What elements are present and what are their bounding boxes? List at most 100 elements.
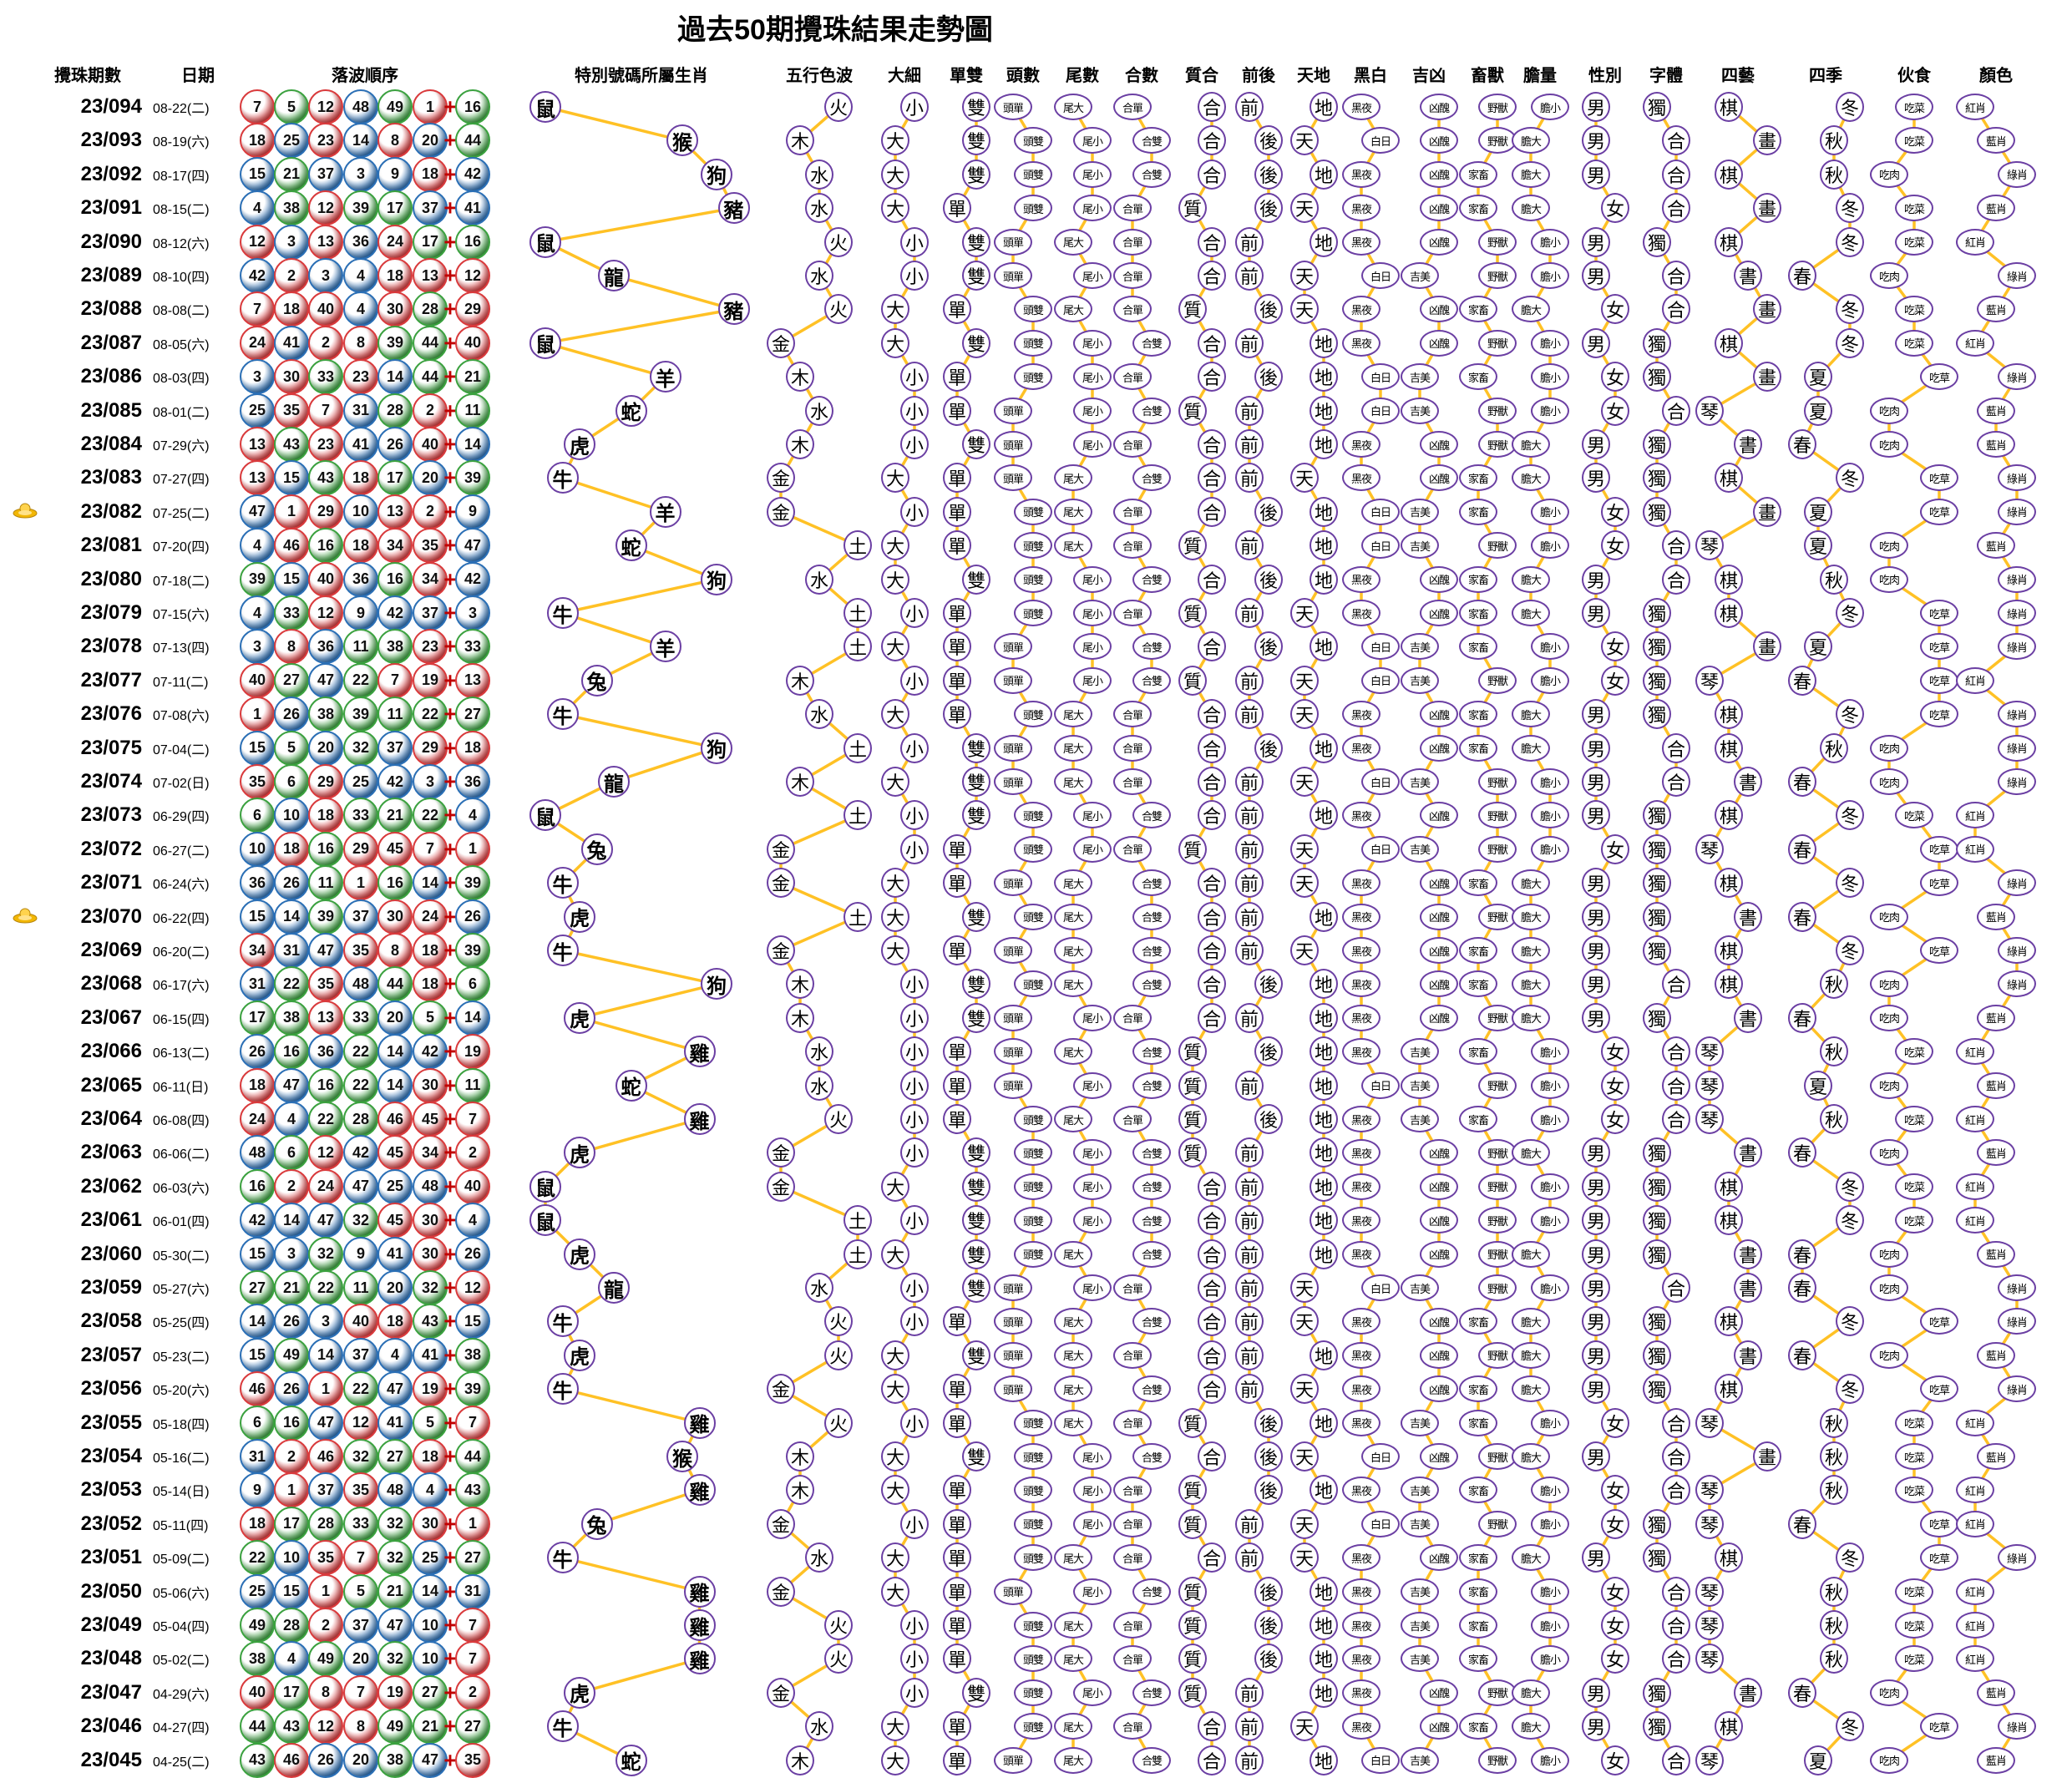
attr-danliang: 膽小 [1531,1477,1569,1504]
special-ball: 12 [455,1270,490,1305]
special-ball: 13 [455,662,490,698]
attr-toushu: 頭雙 [1014,802,1052,829]
attr-siyi: 琴 [1695,1644,1724,1674]
ball: 8 [343,325,378,361]
attr-chushou: 野獸 [1478,397,1517,424]
attr-siyi: 棋 [1715,226,1743,257]
attr-huoshi: 吃肉 [1870,160,1908,188]
attr-chushou: 家畜 [1459,296,1497,323]
ball: 42 [343,1135,378,1171]
draw-period: 23/051 [80,1546,142,1569]
attr-siyi: 棋 [1715,1542,1743,1573]
attr-danshuang: 單 [943,1542,971,1573]
ball: 22 [343,1067,378,1103]
ball: 4 [274,1102,309,1137]
zodiac-circle: 鼠 [529,799,561,832]
attr-toushu: 頭雙 [1014,532,1052,560]
ball: 30 [413,1506,448,1542]
attr-xingbie: 男 [1582,1137,1610,1168]
attr-danliang: 膽小 [1531,532,1569,560]
attr-siji: 冬 [1836,598,1864,628]
attr-qianhou: 前 [1235,1273,1264,1303]
ball: 46 [308,1439,343,1474]
ball: 27 [413,1674,448,1710]
ball: 19 [413,1371,448,1407]
attr-qianhou: 後 [1254,125,1283,156]
ball: 16 [308,831,343,867]
header-attr-tiandi: 天地 [1297,67,1330,85]
attr-tiandi: 天 [1290,665,1319,696]
attr-jixiong: 吉美 [1401,532,1439,560]
attr-danliang: 膽小 [1531,498,1569,525]
attr-yanse: 藍肖 [1977,195,2015,222]
ball: 40 [343,1304,378,1340]
draw-period: 23/062 [80,1174,142,1198]
attr-yanse: 紅肖 [1956,1645,1994,1673]
header-attr-xingbie: 性別 [1588,67,1622,85]
special-ball: 14 [455,427,490,462]
attr-siyi: 棋 [1715,699,1743,730]
attr-weishu: 尾大 [1054,768,1092,795]
attr-weishu: 尾小 [1073,1679,1112,1706]
attr-wuxing: 金 [767,1374,795,1405]
attr-zhihe: 質 [1178,193,1207,224]
attr-daxiao: 大 [881,327,909,358]
attr-zhihe: 質 [1178,1407,1207,1438]
ball: 8 [274,629,309,665]
attr-heibai: 黑夜 [1342,802,1380,829]
attr-weishu: 尾小 [1073,329,1112,357]
draw-period: 23/088 [80,297,142,321]
ball: 22 [274,966,309,1002]
attr-huoshi: 吃肉 [1870,903,1908,930]
attr-siyi: 棋 [1715,1171,1743,1202]
ball: 33 [343,1000,378,1036]
attr-siyi: 琴 [1695,1036,1724,1067]
plus-sign: + [443,1410,457,1436]
attr-siyi: 書 [1734,1137,1762,1168]
attr-danshuang: 單 [943,935,971,965]
draw-date: 06-15(四) [153,1012,210,1027]
attr-daxiao: 小 [900,833,929,864]
attr-jixiong: 凶醜 [1420,195,1458,222]
draw-date: 06-22(四) [153,911,210,926]
attr-weishu: 尾小 [1073,1173,1112,1200]
attr-xingbie: 女 [1601,1644,1629,1674]
ball: 13 [413,258,448,293]
zodiac-circle: 牛 [546,1373,579,1406]
attr-siji: 夏 [1804,530,1832,561]
ball: 32 [377,1641,413,1677]
attr-siyi: 琴 [1695,665,1724,696]
attr-weishu: 尾小 [1073,127,1112,154]
attr-wuxing: 木 [786,1441,814,1472]
attr-jixiong: 凶醜 [1420,600,1458,626]
attr-danshuang: 單 [943,193,971,224]
attr-ziti: 獨 [1643,226,1671,257]
draw-date: 06-01(四) [153,1215,210,1230]
ball: 21 [413,1709,448,1745]
ball: 7 [377,662,413,698]
attr-danshuang: 雙 [962,1273,990,1303]
attr-toushu: 頭雙 [1014,498,1052,525]
zodiac-circle: 牛 [546,935,579,966]
attr-chushou: 家畜 [1459,1409,1497,1436]
attr-toushu: 頭單 [994,1375,1032,1403]
ball: 19 [413,662,448,698]
attr-daxiao: 小 [900,1036,929,1067]
attr-chushou: 野獸 [1478,835,1517,863]
ball: 28 [308,1506,343,1542]
ball: 2 [308,325,343,361]
attr-jixiong: 凶醜 [1420,565,1458,593]
attr-weishu: 尾大 [1054,498,1092,525]
ball: 3 [308,258,343,293]
attr-jixiong: 凶醜 [1420,1679,1458,1706]
draw-date: 08-17(四) [153,169,210,184]
attr-danliang: 膽大 [1512,1544,1550,1572]
attr-daxiao: 小 [900,1104,929,1134]
attr-ziti: 獨 [1643,800,1671,831]
ball: 9 [377,156,413,192]
attr-ziti: 獨 [1643,665,1671,696]
ball: 8 [308,1674,343,1710]
attr-danshuang: 雙 [962,732,990,763]
attr-ziti: 合 [1662,564,1690,595]
attr-yanse: 綠肖 [1998,160,2036,188]
